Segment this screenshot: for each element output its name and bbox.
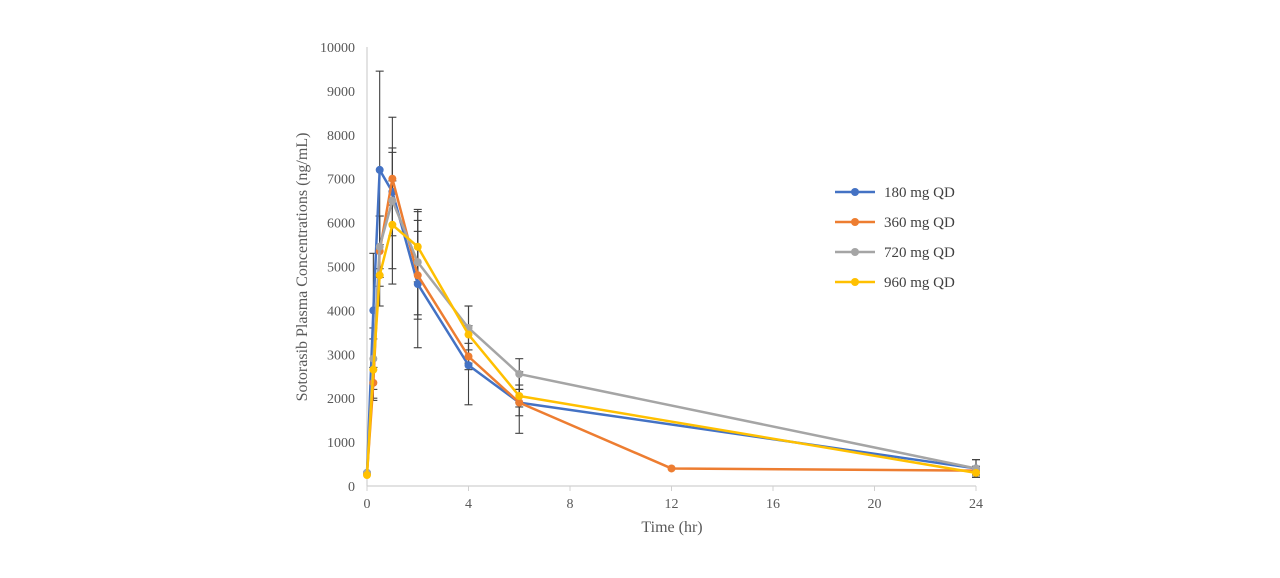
- series-line: [365, 199, 977, 473]
- data-point: [363, 471, 371, 480]
- series-1: [363, 165, 980, 477]
- data-point: [413, 280, 422, 289]
- y-axis-title: Sotorasib Plasma Concentrations (ng/mL): [294, 133, 311, 402]
- legend-marker: [851, 218, 859, 226]
- legend-marker: [851, 188, 859, 196]
- data-point: [413, 271, 422, 280]
- data-point: [972, 468, 980, 477]
- y-tick-label: 7000: [327, 173, 355, 188]
- data-point: [388, 220, 397, 229]
- y-tick-label: 3000: [327, 348, 355, 363]
- data-point: [515, 398, 524, 407]
- y-tick-label: 5000: [327, 261, 355, 276]
- y-tick-label: 2000: [327, 392, 355, 407]
- y-tick-label: 1000: [327, 436, 355, 451]
- legend-marker: [851, 278, 859, 286]
- x-tick-label: 24: [969, 497, 983, 512]
- data-point: [388, 196, 397, 205]
- x-tick-label: 20: [868, 497, 882, 512]
- legend-marker: [851, 248, 859, 256]
- legend-item: 360 mg QD: [835, 215, 955, 231]
- data-point: [413, 242, 422, 251]
- legend-label: 960 mg QD: [884, 275, 955, 291]
- data-point: [667, 464, 676, 473]
- legend-item: 720 mg QD: [835, 245, 955, 261]
- series-lines: [363, 165, 980, 480]
- series-line: [365, 223, 977, 476]
- data-point: [515, 392, 524, 401]
- data-point: [375, 271, 384, 280]
- data-point: [375, 165, 384, 174]
- y-tick-label: 4000: [327, 304, 355, 319]
- legend-label: 360 mg QD: [884, 215, 955, 231]
- series-4: [363, 220, 980, 480]
- data-point: [515, 370, 524, 379]
- x-tick-label: 8: [567, 497, 574, 512]
- x-axis-title: Time (hr): [641, 519, 702, 536]
- y-tick-labels: 0 1000 2000 3000 4000 5000 6000 7000 8000 9000 100…: [320, 41, 355, 495]
- x-tick-label: 12: [665, 497, 679, 512]
- legend-label: 180 mg QD: [884, 185, 955, 201]
- y-tick-label: 0: [348, 480, 355, 495]
- axes: [366, 47, 976, 487]
- y-tick-label: 8000: [327, 129, 355, 144]
- data-point: [464, 330, 473, 339]
- x-tick-labels: 0 4 8 12 16 20 24: [364, 486, 983, 512]
- y-tick-label: 10000: [320, 41, 355, 56]
- legend-item: 180 mg QD: [835, 185, 955, 201]
- x-tick-label: 4: [465, 497, 472, 512]
- data-point: [369, 365, 378, 374]
- data-point: [413, 258, 422, 267]
- data-point: [464, 352, 473, 361]
- legend-label: 720 mg QD: [884, 245, 955, 261]
- x-tick-label: 16: [766, 497, 780, 512]
- y-tick-label: 9000: [327, 85, 355, 100]
- y-tick-label: 6000: [327, 217, 355, 232]
- legend-item: 960 mg QD: [835, 275, 955, 291]
- data-point: [464, 361, 473, 370]
- data-point: [375, 242, 384, 251]
- data-point: [388, 174, 397, 183]
- x-tick-label: 0: [364, 497, 371, 512]
- legend: 180 mg QD 360 mg QD 720 mg QD 960 mg QD: [835, 185, 955, 291]
